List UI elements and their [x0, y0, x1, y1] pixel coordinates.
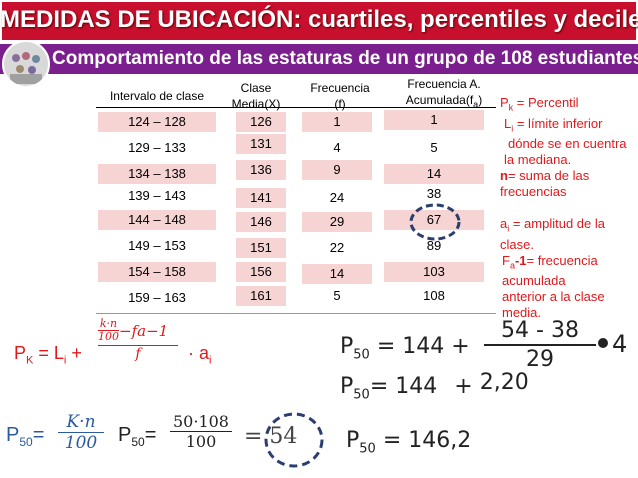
table-cell-mid: 161	[236, 286, 286, 306]
table-cell-mid: 136	[236, 160, 286, 180]
table-cell-cumulative: 89	[426, 238, 442, 253]
step3: P50 = 146,2	[346, 428, 472, 457]
table-cell-frequency: 24	[329, 190, 345, 205]
multiply-dot	[598, 338, 608, 348]
table-cell-interval: 139 – 143	[128, 188, 186, 203]
table-cell-frequency: 22	[329, 240, 345, 255]
table-cell-interval: 154 – 158	[98, 262, 216, 282]
note-fa: Fa-1= frecuencia	[502, 252, 598, 271]
note-li: Li = límite inferior	[504, 115, 603, 134]
header-interval: Intervalo de clase	[109, 89, 205, 103]
table-cell-cumulative: 1	[384, 110, 484, 130]
header-cum-freq: Frecuencia A. Acumulada(fa)	[405, 77, 483, 110]
step1-lhs: P50 = 144 +	[340, 334, 470, 363]
table-cell-frequency: 29	[302, 212, 372, 232]
note-pk: Pk = Percentil	[500, 95, 579, 113]
title-banner	[2, 2, 636, 40]
header-divider	[96, 107, 496, 108]
notes-panel: Pk = Percentil Li = límite inferior dónd…	[500, 95, 627, 321]
table-cell-mid: 141	[236, 188, 286, 208]
table-cell-cumulative: 108	[423, 288, 445, 303]
formula-general-lhs: PK = Li +	[14, 343, 82, 367]
highlight-circle-54	[264, 412, 324, 468]
table-cell-mid: 151	[236, 238, 286, 258]
table-cell-mid: 126	[236, 112, 286, 132]
note-n: n= suma de las	[500, 168, 590, 184]
table-cell-frequency: 4	[333, 140, 341, 155]
p50-definition-fraction: K·n 100	[58, 412, 104, 453]
highlight-circle-67	[409, 203, 461, 241]
p50-definition-lhs: P50=	[6, 424, 45, 449]
p50-calc-lhs: P50=	[118, 424, 157, 449]
table-cell-frequency: 5	[333, 288, 341, 303]
table-cell-interval: 144 – 148	[98, 210, 216, 230]
table-cell-interval: 134 – 138	[98, 164, 216, 184]
table-cell-mid: 131	[236, 134, 286, 154]
table-cell-interval: 159 – 163	[128, 290, 186, 305]
table-cell-mid: 146	[236, 212, 286, 232]
table-cell-frequency: 14	[302, 264, 372, 284]
table-cell-cumulative: 14	[384, 164, 484, 184]
table-cell-frequency: 9	[302, 160, 372, 180]
table-bottom-divider	[96, 313, 496, 314]
table-cell-frequency: 1	[302, 112, 372, 132]
page-title: MEDIDAS DE UBICACIÓN: cuartiles, percent…	[0, 6, 638, 33]
table-cell-cumulative: 38	[426, 186, 442, 201]
table-cell-interval: 149 – 153	[128, 238, 186, 253]
step1-multiplier: 4	[612, 330, 628, 358]
note-ai: ai = amplitud de la	[500, 216, 605, 234]
table-cell-interval: 129 – 133	[128, 140, 186, 155]
p50-calc-fraction: 50·108 100	[170, 412, 232, 451]
header-freq: Frecuencia (f)	[310, 81, 370, 111]
step2: P50= 144 + 2,20	[340, 370, 529, 403]
table-cell-cumulative: 5	[430, 140, 438, 155]
step1-fraction: 54 - 38 29	[484, 318, 596, 374]
table-cell-interval: 124 – 128	[98, 112, 216, 132]
subtitle-banner	[0, 44, 638, 74]
table-cell-mid: 156	[236, 262, 286, 282]
table-cell-cumulative: 103	[384, 262, 484, 282]
formula-general-times: · ai	[188, 343, 212, 367]
group-photo-icon	[2, 40, 50, 88]
formula-general-fraction: k·n 100 −fa−1 f	[98, 318, 178, 362]
subtitle: Comportamiento de las estaturas de un gr…	[52, 48, 638, 69]
